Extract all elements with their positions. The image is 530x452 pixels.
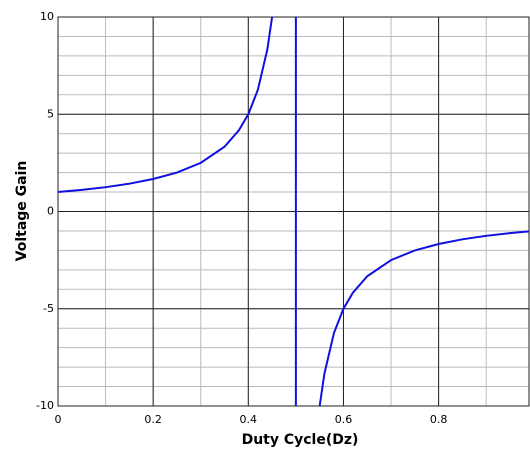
y-tick-label: 5	[47, 107, 54, 120]
line	[57, 16, 530, 407]
x-tick-label: 0	[55, 413, 62, 426]
x-tick-label: 0.4	[240, 413, 258, 426]
y-tick-label: -5	[43, 302, 54, 315]
y-axis-label: Voltage Gain	[14, 161, 30, 262]
y-tick-label: 0	[47, 205, 54, 218]
x-axis-label: Duty Cycle(Dz)	[242, 432, 359, 448]
x-tick-label: 0.2	[144, 413, 162, 426]
y-tick-label: 10	[40, 10, 54, 23]
plot-frame	[57, 16, 530, 407]
x-tick-label: 0.6	[335, 413, 353, 426]
y-tick-label: -10	[36, 399, 54, 412]
x-tick-label: 0.8	[430, 413, 448, 426]
